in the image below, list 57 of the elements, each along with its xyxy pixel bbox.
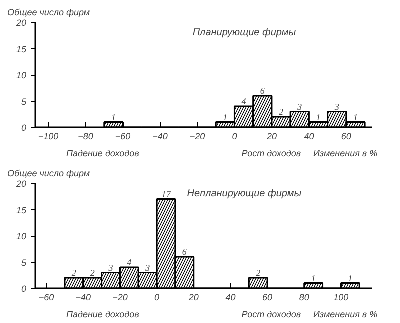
y-axis-title: Общее число фирм: [8, 8, 90, 18]
x-tick-label: 80: [299, 292, 310, 302]
data-label: 1: [348, 273, 353, 284]
x-tick-label: −100: [38, 132, 59, 142]
data-label: 3: [334, 102, 340, 112]
data-label: 17: [162, 189, 172, 200]
x-tick-label: −60: [38, 292, 54, 302]
data-label: 6: [182, 247, 188, 257]
x-tick-label: 60: [341, 132, 352, 142]
y-axis-title: Общее число фирм: [8, 168, 90, 178]
text: Падение доходов: [66, 148, 140, 158]
y-tick-label: 10: [16, 70, 27, 80]
x-tick-label: 0: [154, 292, 160, 302]
data-label: 1: [311, 273, 316, 284]
y-tick-label: 5: [21, 258, 28, 268]
x-tick-label: −60: [115, 132, 131, 142]
data-label: 4: [127, 258, 132, 268]
x-tick-label: 20: [188, 292, 199, 302]
x-tick-label: −80: [78, 132, 94, 142]
data-label: 2: [72, 268, 77, 278]
x-axis-title: Изменения в %: [313, 148, 378, 158]
data-label: 1: [353, 112, 358, 122]
x-axis-title: Изменения в %: [313, 310, 378, 320]
y-tick-label: 10: [16, 232, 27, 242]
data-label: 2: [279, 107, 284, 117]
data-label: 1: [223, 112, 228, 122]
y-tick-label: 15: [16, 205, 28, 216]
y-tick-label: 20: [15, 18, 27, 28]
text: Падение доходов: [66, 310, 140, 320]
data-label: 6: [260, 86, 266, 96]
x-tick-label: 60: [262, 292, 273, 302]
data-label: 3: [144, 262, 151, 273]
x-tick-label: 0: [232, 132, 238, 142]
y-tick-label: 15: [16, 44, 28, 54]
y-tick-label: 0: [21, 123, 27, 133]
data-label: 1: [111, 112, 116, 122]
y-tick-label: 5: [21, 96, 28, 107]
text: Рост доходов: [242, 148, 302, 158]
x-tick-label: −20: [112, 292, 128, 302]
text: Планирующие фирмы: [192, 27, 297, 38]
data-label: 3: [108, 262, 114, 273]
data-label: 2: [256, 268, 262, 278]
x-tick-label: 20: [266, 132, 277, 142]
text: Непланирующие фирмы: [187, 188, 302, 200]
data-label: 2: [90, 268, 96, 278]
x-tick-label: 100: [334, 292, 349, 302]
y-tick-label: 20: [15, 179, 27, 189]
y-tick-label: 0: [21, 284, 27, 294]
x-tick-label: −20: [190, 132, 206, 142]
x-tick-label: 40: [304, 132, 314, 142]
data-label: 1: [316, 112, 321, 122]
text: Рост доходов: [242, 310, 302, 320]
x-tick-label: −40: [76, 292, 92, 302]
data-label: 4: [242, 96, 247, 106]
data-label: 3: [296, 102, 303, 112]
x-tick-label: 40: [226, 292, 236, 302]
x-tick-label: −40: [152, 132, 168, 142]
